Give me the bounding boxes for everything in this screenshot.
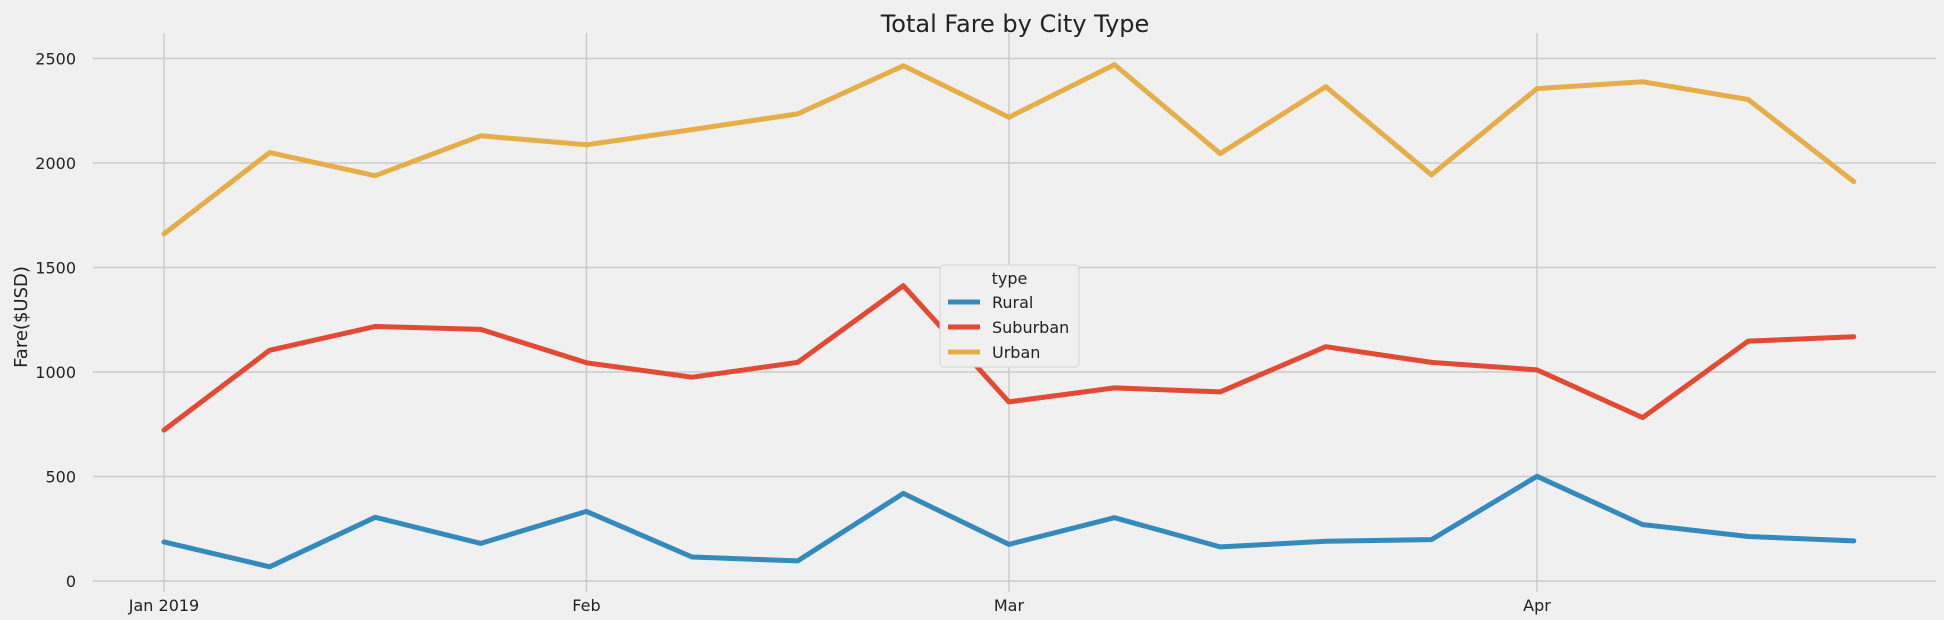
y-tick-label: 2500 <box>35 50 76 69</box>
x-tick-label: Feb <box>572 596 600 615</box>
x-tick-label: Mar <box>994 596 1025 615</box>
grid <box>93 33 1936 592</box>
y-tick-label: 1000 <box>35 363 76 382</box>
y-tick-label: 500 <box>45 468 76 487</box>
y-tick-label: 0 <box>66 572 76 591</box>
x-axis-ticks: Jan 2019 Feb Mar Apr <box>128 596 1551 615</box>
legend: type Rural Suburban Urban <box>939 264 1080 368</box>
y-axis-label: Fare($USD) <box>11 266 32 368</box>
series-line-urban <box>161 62 1857 237</box>
x-tick-label: Jan 2019 <box>128 596 199 615</box>
chart-title: Total Fare by City Type <box>880 10 1150 38</box>
y-tick-label: 1500 <box>35 259 76 278</box>
legend-box <box>939 264 1080 368</box>
legend-label-urban: Urban <box>992 343 1040 362</box>
series-line-suburban <box>161 283 1857 433</box>
legend-label-suburban: Suburban <box>992 318 1069 337</box>
series-lines <box>161 62 1857 570</box>
series-line-rural <box>161 473 1857 570</box>
legend-label-rural: Rural <box>992 293 1033 312</box>
y-tick-label: 2000 <box>35 154 76 173</box>
y-axis-ticks: 0 500 1000 1500 2000 2500 <box>35 50 76 592</box>
x-tick-label: Apr <box>1523 596 1551 615</box>
legend-title: type <box>992 269 1028 288</box>
